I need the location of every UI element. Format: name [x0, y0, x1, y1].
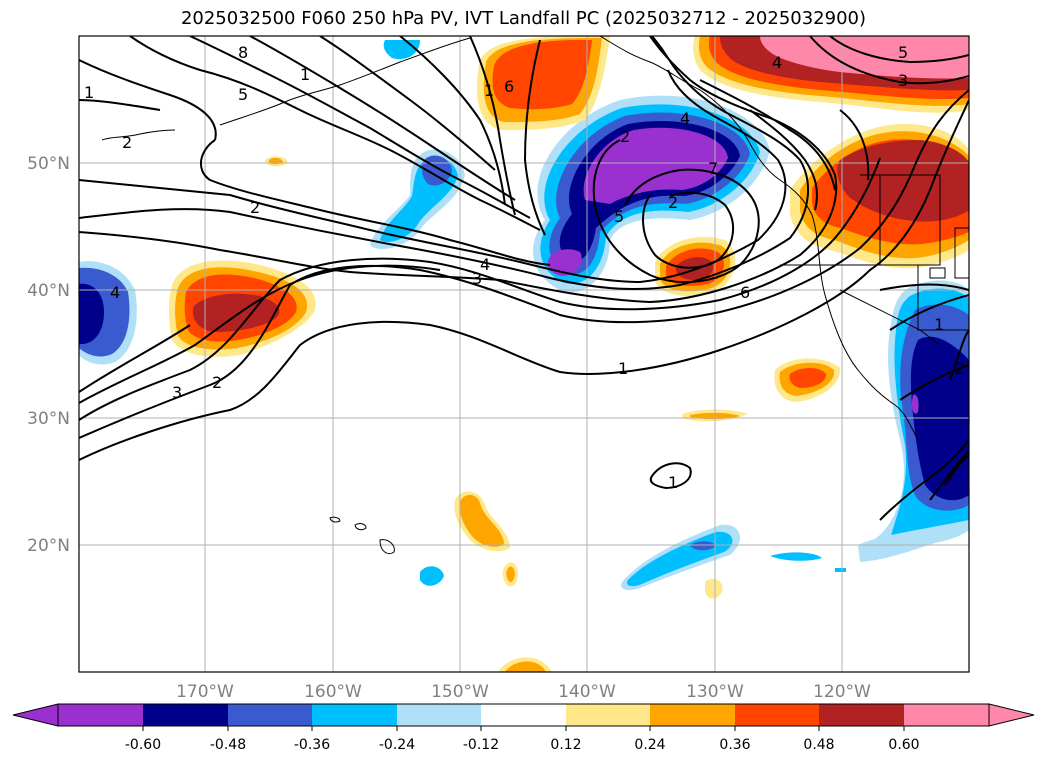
contour-label: 2 [212, 373, 222, 392]
contour-label: 6 [740, 283, 750, 302]
contour-label: 2 [955, 359, 965, 378]
colorbar-segment [143, 704, 228, 726]
contour-label: 8 [238, 43, 248, 62]
lat-label: 50°N [27, 154, 70, 174]
contour-label: 5 [238, 85, 248, 104]
lon-label: 160°W [304, 682, 362, 702]
longitude-labels: 170°W 160°W 150°W 140°W 130°W 120°W [176, 682, 871, 702]
colorbar-tick-label: 0.24 [634, 737, 665, 753]
lat-label: 30°N [27, 409, 70, 429]
lon-label: 130°W [686, 682, 744, 702]
colorbar-extend-high [988, 703, 1035, 727]
lon-label: 150°W [431, 682, 489, 702]
contour-label: 6 [504, 77, 514, 96]
colorbar-tick-label: 0.60 [888, 737, 919, 753]
contour-label: 1 [618, 359, 628, 378]
colorbar-segment [819, 704, 904, 726]
colorbar-segment [312, 704, 397, 726]
colorbar-segment [735, 704, 819, 726]
contour-label: 1 [300, 65, 310, 84]
lon-label: 170°W [176, 682, 234, 702]
contour-label: 5 [898, 43, 908, 62]
coastlines [101, 36, 969, 554]
colorbar-tick-label: -0.12 [463, 737, 499, 753]
contour-label: 1 [668, 473, 678, 492]
contour-label: 2 [668, 193, 678, 212]
latitude-labels: 50°N 40°N 30°N 20°N [27, 154, 70, 556]
contour-label: 3 [898, 71, 908, 90]
contour-label: 4 [480, 255, 490, 274]
colorbar-extend-low [12, 703, 59, 727]
colorbar-tick-label: 0.12 [550, 737, 581, 753]
contour-label: 2 [250, 198, 260, 217]
colorbar-tick-label: -0.60 [125, 737, 161, 753]
contour-label: 1 [934, 315, 944, 334]
lon-label: 120°W [813, 682, 871, 702]
colorbar-segment [904, 704, 989, 726]
contour-label: 4 [110, 283, 120, 302]
contour-labels: 8 1 5 1 2 2 1 6 2 4 7 5 2 4 3 4 6 3 2 1 … [84, 43, 965, 492]
contour-label: 4 [772, 53, 782, 72]
colorbar-segment [650, 704, 735, 726]
colorbar: -0.60 -0.48 -0.36 -0.24 -0.12 0.12 0.24 … [12, 703, 1035, 753]
colorbar-tick-label: 0.48 [803, 737, 834, 753]
contour-label: 3 [472, 269, 482, 288]
colorbar-tick-label: -0.36 [294, 737, 330, 753]
contour-label: 3 [172, 383, 182, 402]
lon-label: 140°W [558, 682, 616, 702]
contour-label: 5 [614, 207, 624, 226]
colorbar-tick-label: -0.48 [210, 737, 246, 753]
contour-label: 7 [708, 159, 718, 178]
colorbar-segment [481, 704, 566, 726]
contour-label: 1 [484, 81, 494, 100]
map-frame [78, 35, 970, 673]
colorbar-segment [566, 704, 650, 726]
colorbar-tick-label: -0.24 [379, 737, 415, 753]
contour-label: 2 [122, 133, 132, 152]
colorbar-segment [228, 704, 312, 726]
lat-label: 40°N [27, 281, 70, 301]
pv-contours [79, 36, 969, 521]
contour-label: 4 [680, 109, 690, 128]
map-plot-area: 8 1 5 1 2 2 1 6 2 4 7 5 2 4 3 4 6 3 2 1 … [79, 36, 969, 672]
contour-label: 1 [84, 83, 94, 102]
colorbar-tick-label: 0.36 [719, 737, 750, 753]
lat-label: 20°N [27, 536, 70, 556]
colorbar-segment [58, 704, 143, 726]
contour-label: 2 [620, 127, 630, 146]
colorbar-segment [397, 704, 481, 726]
map-title: 2025032500 F060 250 hPa PV, IVT Landfall… [180, 8, 867, 29]
